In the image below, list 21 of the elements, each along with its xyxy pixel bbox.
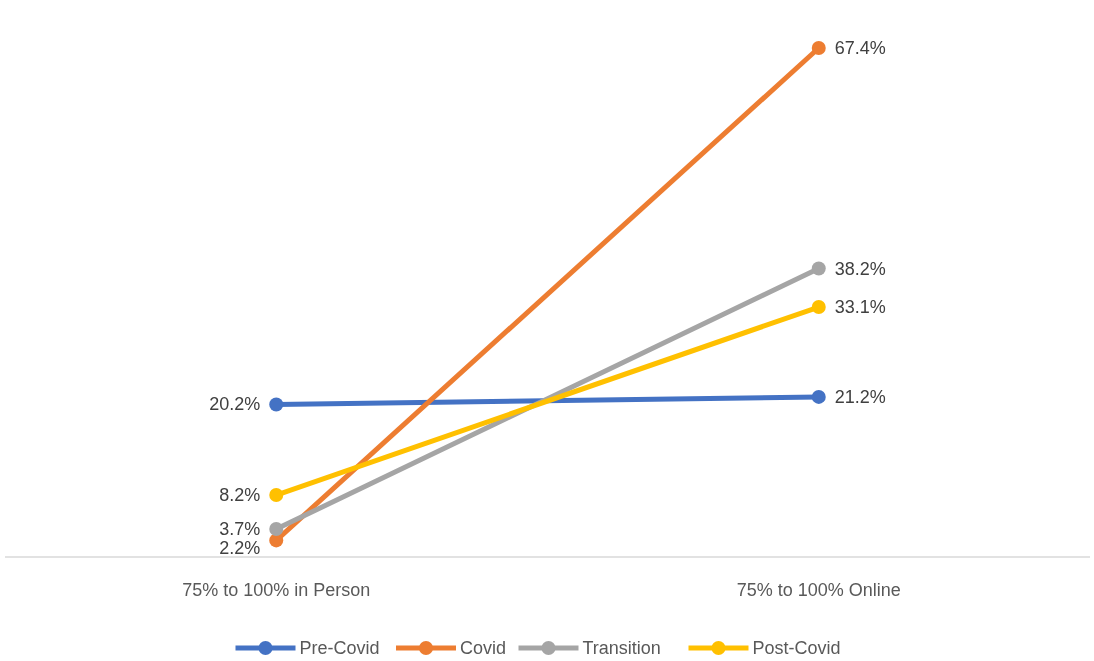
x-tick-label: 75% to 100% Online: [736, 580, 901, 600]
point: [269, 488, 284, 503]
legend-label: Post-Covid: [752, 638, 841, 658]
point: [811, 389, 826, 404]
data-label: 38.2%: [834, 258, 886, 279]
data-label: 33.1%: [834, 297, 886, 318]
data-label: 2.2%: [219, 538, 261, 559]
data-label: 20.2%: [209, 394, 261, 415]
data-label: 8.2%: [219, 485, 261, 506]
legend-label: Pre-Covid: [299, 638, 380, 658]
point: [811, 41, 826, 55]
data-label: 67.4%: [834, 38, 886, 58]
point: [811, 300, 826, 315]
point: [269, 397, 284, 412]
data-label: 21.2%: [834, 386, 886, 407]
legend-label: Transition: [582, 638, 661, 658]
x-tick-label: 75% to 100% in Person: [182, 580, 371, 600]
data-label: 3.7%: [219, 519, 261, 540]
point: [811, 261, 826, 276]
legend-label: Covid: [460, 638, 507, 658]
point: [269, 522, 284, 537]
